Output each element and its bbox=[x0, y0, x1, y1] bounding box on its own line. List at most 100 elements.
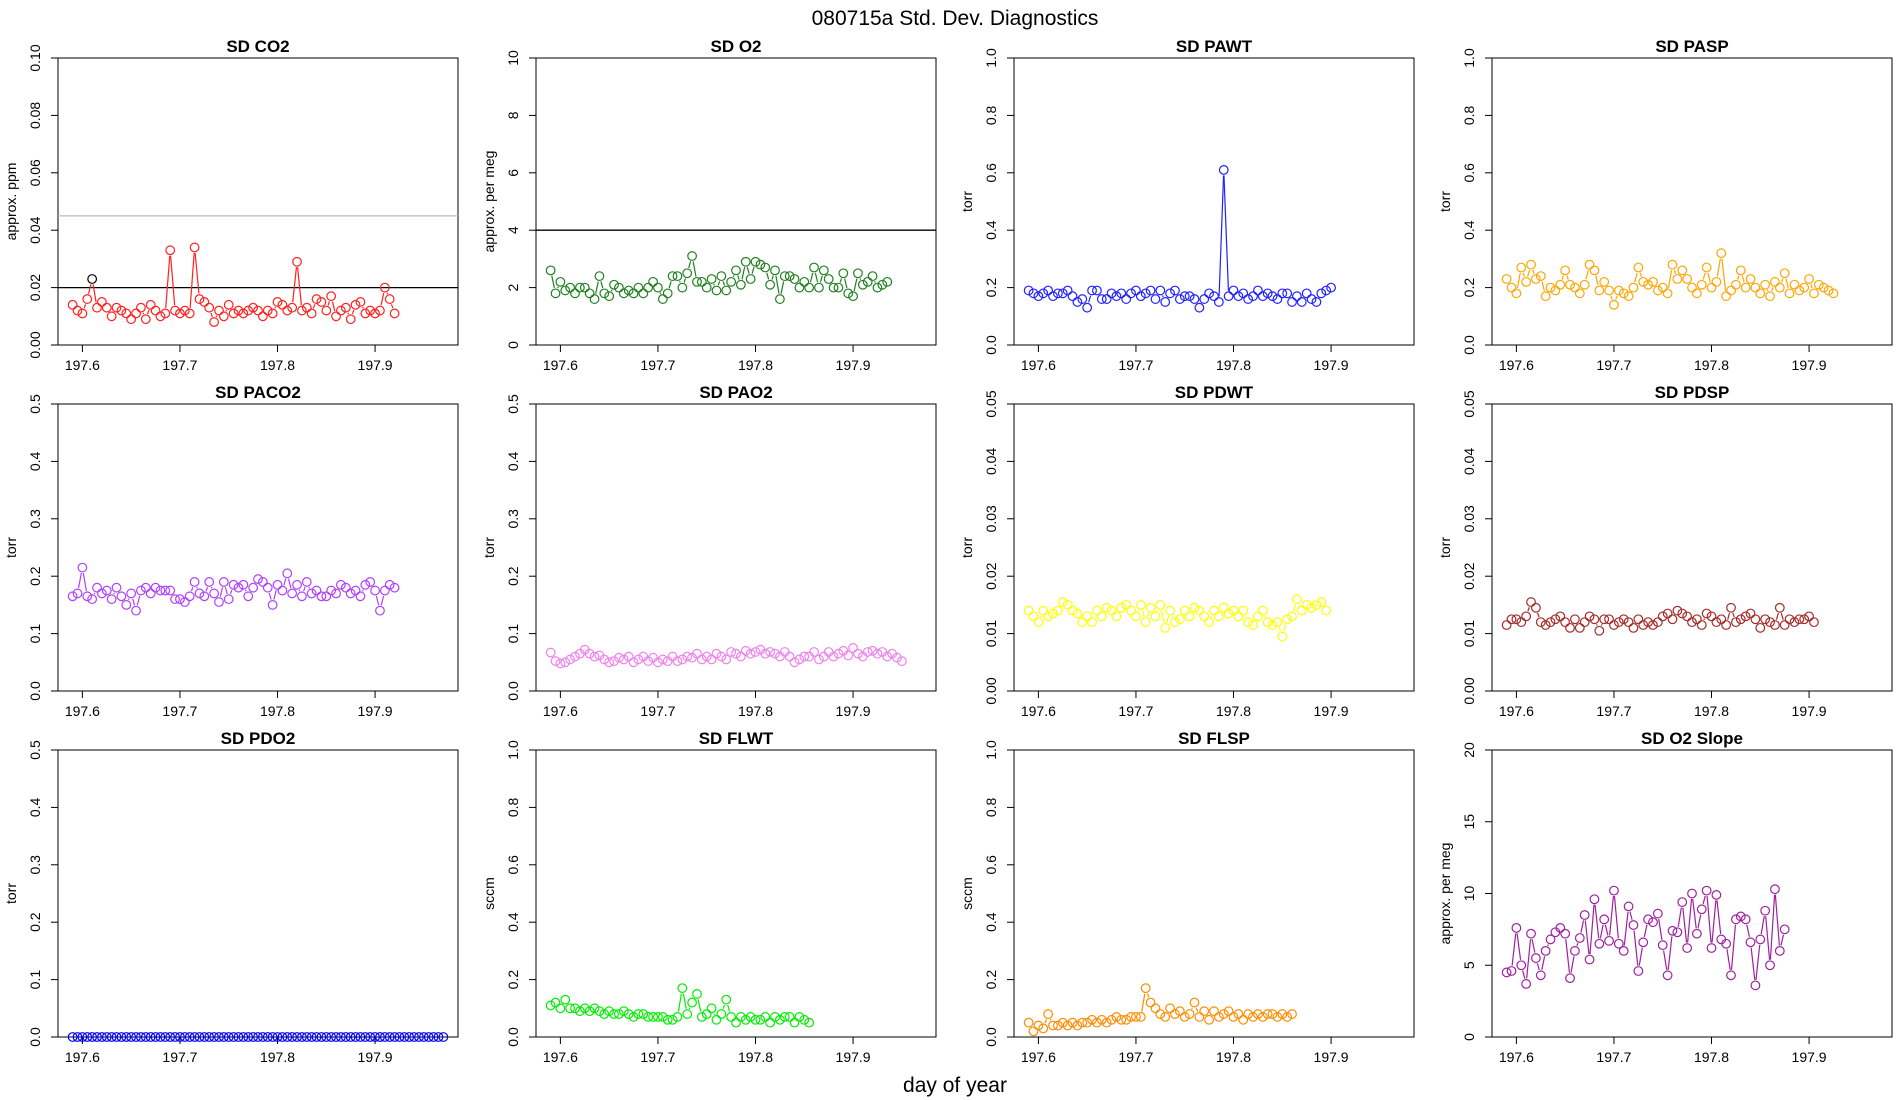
data-point bbox=[570, 288, 580, 299]
data-point bbox=[1277, 631, 1288, 642]
data-point bbox=[1526, 259, 1536, 270]
series-segment bbox=[751, 266, 755, 274]
data-point bbox=[833, 648, 844, 659]
data-point bbox=[389, 308, 400, 319]
y-tick-label: 0.3 bbox=[27, 855, 43, 875]
data-point bbox=[677, 983, 688, 994]
data-point bbox=[1170, 1009, 1180, 1019]
series-segment bbox=[1687, 898, 1693, 943]
series-segment bbox=[1692, 898, 1697, 929]
panel-title: SD PDO2 bbox=[221, 729, 296, 748]
data-point bbox=[1262, 617, 1273, 628]
data-point bbox=[1140, 288, 1151, 299]
data-point bbox=[189, 1032, 200, 1042]
data-point bbox=[1257, 1012, 1268, 1022]
data-point bbox=[1223, 291, 1234, 302]
y-tick-label: 0.02 bbox=[1461, 562, 1477, 589]
panel-title: SD FLSP bbox=[1178, 729, 1250, 748]
data-point bbox=[243, 591, 254, 602]
series-segment bbox=[1750, 947, 1756, 980]
data-point bbox=[555, 276, 566, 287]
data-point bbox=[1648, 917, 1658, 928]
data-point bbox=[1116, 602, 1127, 613]
series-segment bbox=[196, 586, 198, 589]
data-point bbox=[740, 256, 751, 267]
data-point bbox=[1189, 602, 1200, 613]
data-point bbox=[204, 1032, 215, 1042]
series-segment bbox=[1532, 269, 1535, 274]
data-point bbox=[1711, 276, 1722, 287]
data-point bbox=[1033, 1020, 1044, 1031]
data-point bbox=[1121, 294, 1132, 304]
data-point bbox=[301, 1032, 312, 1042]
data-point bbox=[1057, 597, 1068, 607]
series-segment bbox=[147, 309, 150, 315]
data-point bbox=[1501, 967, 1512, 978]
data-point bbox=[1321, 285, 1332, 296]
data-point bbox=[628, 288, 639, 299]
data-point bbox=[1199, 611, 1210, 622]
data-point bbox=[209, 1032, 219, 1042]
data-point bbox=[1721, 938, 1732, 949]
panel-3: SD PASP 197.6 197.7 197.8 197.9 0.0 0.2 0.4 0.6 0… bbox=[1437, 37, 1893, 373]
data-point bbox=[243, 1032, 254, 1042]
data-point bbox=[638, 288, 649, 299]
data-point bbox=[584, 1006, 595, 1017]
data-point bbox=[97, 588, 107, 599]
series-segment bbox=[688, 1007, 691, 1010]
data-point bbox=[1311, 600, 1322, 610]
series-segment bbox=[1716, 258, 1721, 277]
series-segment bbox=[1706, 896, 1712, 943]
data-point bbox=[1638, 937, 1649, 948]
series-segment bbox=[1541, 281, 1545, 292]
y-tick-label: 1.0 bbox=[983, 740, 999, 760]
panel-5: SD PAO2 197.6 197.7 197.8 197.9 0.0 0.1 0.2 0.3 0… bbox=[481, 383, 937, 719]
data-point bbox=[789, 274, 800, 284]
data-point bbox=[214, 305, 224, 316]
y-tick-label: 0.2 bbox=[983, 970, 999, 990]
data-point bbox=[1179, 1012, 1190, 1022]
series-segment bbox=[1044, 1019, 1047, 1024]
data-point bbox=[716, 271, 727, 282]
series-segment bbox=[819, 275, 823, 283]
x-tick-label: 197.9 bbox=[358, 703, 393, 719]
data-point bbox=[1135, 1012, 1146, 1022]
data-point bbox=[1706, 611, 1717, 622]
series-segment bbox=[1527, 269, 1531, 277]
data-point bbox=[111, 582, 122, 593]
data-point bbox=[775, 1014, 785, 1025]
data-point bbox=[238, 308, 249, 319]
data-point bbox=[1750, 980, 1761, 991]
data-point bbox=[77, 562, 88, 573]
data-point bbox=[740, 645, 751, 656]
data-point bbox=[575, 282, 585, 293]
series-segment bbox=[1210, 615, 1213, 618]
series-segment bbox=[1278, 627, 1282, 632]
data-point bbox=[1691, 928, 1702, 939]
series-segment bbox=[1702, 895, 1706, 905]
data-point bbox=[848, 643, 858, 653]
data-point bbox=[1579, 617, 1590, 628]
y-tick-label: 0.0 bbox=[983, 335, 999, 355]
series-segment bbox=[1141, 610, 1145, 617]
data-point bbox=[248, 1032, 259, 1042]
data-point bbox=[1574, 288, 1585, 299]
data-point bbox=[1179, 291, 1190, 302]
series-segment bbox=[1537, 612, 1540, 618]
data-point bbox=[1613, 938, 1624, 949]
data-point bbox=[165, 585, 176, 596]
data-point bbox=[306, 1032, 317, 1042]
series-segment bbox=[659, 292, 662, 295]
data-point bbox=[360, 579, 371, 590]
series-segment bbox=[859, 278, 862, 280]
data-point bbox=[843, 288, 854, 299]
x-tick-label: 197.8 bbox=[1694, 1049, 1729, 1065]
data-point bbox=[179, 1032, 190, 1042]
data-point bbox=[301, 577, 312, 587]
data-point bbox=[550, 656, 561, 667]
data-point bbox=[1311, 297, 1322, 307]
data-point bbox=[126, 588, 137, 599]
y-axis-label: approx. ppm bbox=[3, 163, 19, 241]
y-axis-label: torr bbox=[1437, 191, 1453, 212]
y-tick-label: 4 bbox=[505, 226, 521, 234]
